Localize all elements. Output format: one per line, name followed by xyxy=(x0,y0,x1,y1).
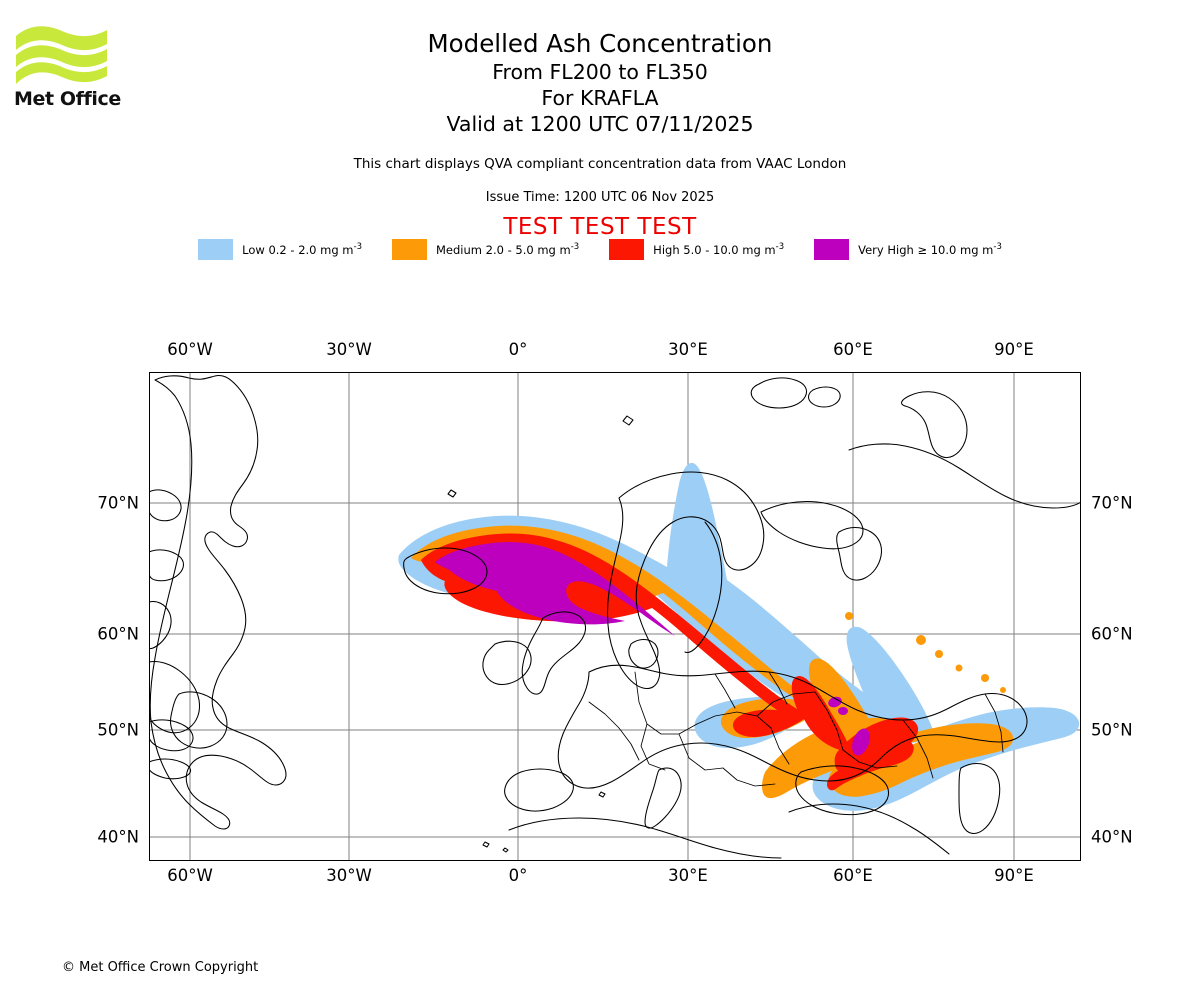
coastline-svalbard-e xyxy=(807,386,841,408)
coastline-azores-b xyxy=(482,841,490,848)
coastline-italy xyxy=(644,767,682,829)
volcano-name: For KRAFLA xyxy=(541,86,659,110)
coastline-labrador xyxy=(149,661,200,734)
lon-tick-60°W: 60°W xyxy=(167,866,213,885)
legend-swatch-high xyxy=(609,239,645,260)
met-office-logo: Met Office xyxy=(12,22,122,112)
legend-item-high: High 5.0 - 10.0 mg m-3 xyxy=(609,239,784,260)
lat-tick-left-40°N: 40°N xyxy=(97,827,139,847)
lon-tick-30°E: 30°E xyxy=(668,866,708,885)
legend-swatch-low xyxy=(198,239,234,260)
longitude-axis-top: 60°W 30°W 0° 30°E 60°E 90°E xyxy=(0,340,1200,362)
lon-tick-90°E: 90°E xyxy=(994,866,1034,885)
legend-item-low: Low 0.2 - 2.0 mg m-3 xyxy=(198,239,362,260)
lon-tick-30°W: 30°W xyxy=(326,866,372,885)
qva-note: This chart displays QVA compliant concen… xyxy=(353,156,847,172)
coastline-azores-c xyxy=(502,847,509,853)
lon-tick-30°E: 30°E xyxy=(668,340,708,359)
legend-swatch-medium xyxy=(391,239,427,260)
coastline-nova-scotia xyxy=(149,719,194,752)
plume-very-high xyxy=(435,542,870,756)
map-canvas xyxy=(149,372,1081,861)
coastline-denmark xyxy=(628,638,659,669)
coastline-black-sea xyxy=(795,765,890,816)
concentration-legend: Low 0.2 - 2.0 mg m-3 Medium 2.0 - 5.0 mg… xyxy=(0,239,1200,260)
ash-concentration-map[interactable] xyxy=(149,372,1081,861)
coastline-europe-mainland xyxy=(557,664,1028,789)
copyright-text: © Met Office Crown Copyright xyxy=(62,960,259,975)
lat-tick-right-70°N: 70°N xyxy=(1091,493,1133,513)
longitude-axis-bottom: 60°W 30°W 0° 30°E 60°E 90°E xyxy=(0,866,1200,888)
coastlines xyxy=(149,374,1081,859)
legend-label-medium: Medium 2.0 - 5.0 mg m-3 xyxy=(435,242,580,257)
coastline-jan-mayen xyxy=(447,489,457,498)
flight-level-range: From FL200 to FL350 xyxy=(492,60,708,84)
met-office-waves-icon xyxy=(16,26,107,84)
coastline-north-africa xyxy=(508,817,782,859)
coastline-labrador-n xyxy=(149,601,172,649)
legend-label-low: Low 0.2 - 2.0 mg m-3 xyxy=(242,242,362,257)
coastline-canada-island xyxy=(149,549,185,582)
coastline-baffin xyxy=(149,489,182,522)
lat-tick-right-60°N: 60°N xyxy=(1091,624,1133,644)
coastline-novaya-zemlya xyxy=(901,391,968,459)
title-block: Modelled Ash Concentration From FL200 to… xyxy=(0,28,1200,138)
lon-tick-60°W: 60°W xyxy=(167,340,213,359)
lon-tick-0°: 0° xyxy=(508,866,528,885)
lat-tick-left-70°N: 70°N xyxy=(97,493,139,513)
coastline-anatolia xyxy=(788,803,950,855)
coastline-iceland xyxy=(403,547,488,595)
valid-time: Valid at 1200 UTC 07/11/2025 xyxy=(446,112,754,136)
lon-tick-0°: 0° xyxy=(508,340,528,359)
coastline-azores-a xyxy=(598,791,606,798)
coastline-white-sea xyxy=(836,526,882,581)
legend-item-very-high: Very High ≥ 10.0 mg m-3 xyxy=(814,239,1002,260)
coastline-small-isle-n xyxy=(622,415,634,426)
coastline-caspian-sea xyxy=(958,762,1001,835)
legend-item-medium: Medium 2.0 - 5.0 mg m-3 xyxy=(391,239,580,260)
issue-time: Issue Time: 1200 UTC 06 Nov 2025 xyxy=(485,190,715,205)
country-borders xyxy=(588,671,1004,787)
coastline-scandinavia xyxy=(606,471,765,689)
lat-tick-right-50°N: 50°N xyxy=(1091,720,1133,740)
coastline-svalbard xyxy=(750,377,808,409)
coastline-kola xyxy=(760,501,864,550)
lon-tick-60°E: 60°E xyxy=(833,866,873,885)
coastline-bothnia xyxy=(684,521,723,653)
logo-wordmark: Met Office xyxy=(14,88,121,110)
lat-tick-left-60°N: 60°N xyxy=(97,624,139,644)
lat-tick-left-50°N: 50°N xyxy=(97,720,139,740)
lon-tick-30°W: 30°W xyxy=(326,340,372,359)
coastline-iberia xyxy=(504,768,574,812)
test-banner: TEST TEST TEST xyxy=(503,214,697,240)
map-frame xyxy=(149,372,1081,861)
coastline-newfoundland xyxy=(170,691,228,749)
legend-label-very-high: Very High ≥ 10.0 mg m-3 xyxy=(858,242,1002,257)
lon-tick-90°E: 90°E xyxy=(994,340,1034,359)
coastline-ireland xyxy=(482,640,532,685)
lat-tick-right-40°N: 40°N xyxy=(1091,827,1133,847)
page-title: Modelled Ash Concentration xyxy=(427,29,773,58)
coastline-maritimes xyxy=(149,758,192,780)
coastline-russia-arctic xyxy=(848,443,1081,509)
coastline-great-britain xyxy=(521,611,586,695)
legend-label-high: High 5.0 - 10.0 mg m-3 xyxy=(653,242,785,257)
legend-swatch-very-high xyxy=(814,239,850,260)
lon-tick-60°E: 60°E xyxy=(833,340,873,359)
